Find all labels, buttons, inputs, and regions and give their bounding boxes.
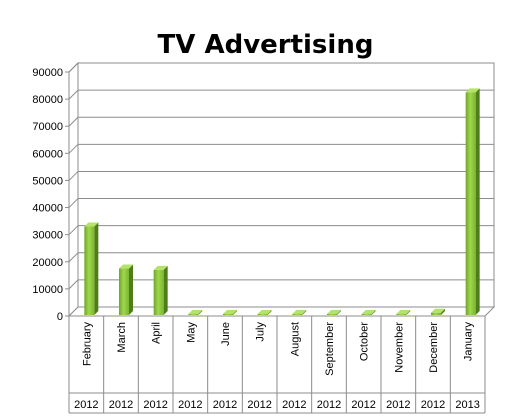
gridline-side [68,89,79,100]
bar-side [198,310,203,315]
bar [396,310,411,315]
bar [188,310,203,315]
bar [292,310,307,315]
x-year-label: 2012 [282,399,306,411]
gridline-side [68,225,79,236]
side-wall [68,61,79,318]
bar-front [431,312,441,315]
x-year-label: 2012 [178,399,202,411]
bar-top [431,308,445,313]
gridlines [68,62,494,290]
bar [431,308,445,315]
bar-front [396,314,407,315]
y-tick-label: 20000 [32,257,63,269]
bar-side [475,88,480,315]
x-tick-label: January [463,322,475,362]
bar-top [153,265,168,270]
bar-front [361,314,372,315]
x-year-label: 2012 [351,399,375,411]
bar-side [441,308,445,315]
bar-front [257,314,268,315]
bar [361,310,376,315]
x-tick-label: March [116,322,128,353]
bar-front [153,269,164,315]
bar-top [327,310,341,314]
bars [84,88,480,315]
x-year-label: 2012 [109,399,133,411]
x-year-label: 2012 [213,399,237,411]
bar [84,222,99,315]
bar-front [327,314,337,315]
bar-front [223,314,233,315]
x-tick-label: February [81,322,93,367]
x-year-label: 2013 [455,399,479,411]
gridline-side [68,62,79,73]
x-tick-label: December [428,322,440,373]
bar-side [94,222,99,315]
bar-front [84,226,95,315]
gridline-side [68,279,79,290]
bar-side [267,310,272,315]
x-year-label: 2012 [421,399,445,411]
bar [465,88,480,315]
y-tick-label: 70000 [32,121,63,133]
y-axis: 0 10000 20000 30000 40000 50000 60000 70000 8000… [32,67,70,323]
x-year-label: 2012 [74,399,98,411]
bar [153,265,168,315]
x-tick-label: October [359,322,371,361]
y-tick-label: 80000 [32,94,63,106]
bar-top [257,310,272,314]
y-tick-label: 40000 [32,203,63,215]
chart-title: TV Advertising [157,30,374,60]
gridline-side [68,116,79,127]
bar [223,310,237,315]
bar-top [84,222,99,227]
y-tick-label: 30000 [32,230,63,242]
bar-top [188,310,203,314]
y-tick-label: 50000 [32,175,63,187]
x-year-label: 2012 [247,399,271,411]
bar-side [233,310,237,315]
y-tick-label: 10000 [32,284,63,296]
bar-top [396,310,411,314]
bar-top [465,88,480,93]
bar-front [292,314,303,315]
x-year-label: 2012 [386,399,410,411]
gridline-side [68,252,79,263]
x-tick-label: May [185,322,197,343]
x-year-label: 2012 [317,399,341,411]
y-tick-label: 0 [57,311,63,323]
bar-top [361,310,376,314]
bar-front [465,92,476,315]
bar-side [163,265,168,315]
x-tick-label: November [393,322,405,373]
x-tick-label: April [151,322,163,344]
bar-top [119,264,133,269]
bar-side [371,310,376,315]
x-tick-label: August [289,322,301,356]
gridline-side [68,143,79,154]
bar [257,310,272,315]
bar [119,264,133,315]
x-year-label: 2012 [143,399,167,411]
bar [327,310,341,315]
bar-side [337,310,341,315]
back-wall [77,62,495,308]
x-tick-label: July [255,322,267,342]
gridline-side [68,171,79,181]
x-tick-label: June [220,322,232,346]
bar-front [119,268,129,315]
bar-top [223,310,237,314]
gridline-side [68,198,79,208]
bar-front [188,314,199,315]
y-tick-label: 60000 [32,148,63,160]
bar-side [406,310,411,315]
bar-side [129,264,133,315]
bar-top [292,310,307,314]
y-tick-label: 90000 [32,67,63,79]
x-axis: February 2012 March 2012 April 2012 May 2012 Jun… [68,315,486,414]
bar-side [302,310,307,315]
x-tick-label: September [324,322,336,376]
